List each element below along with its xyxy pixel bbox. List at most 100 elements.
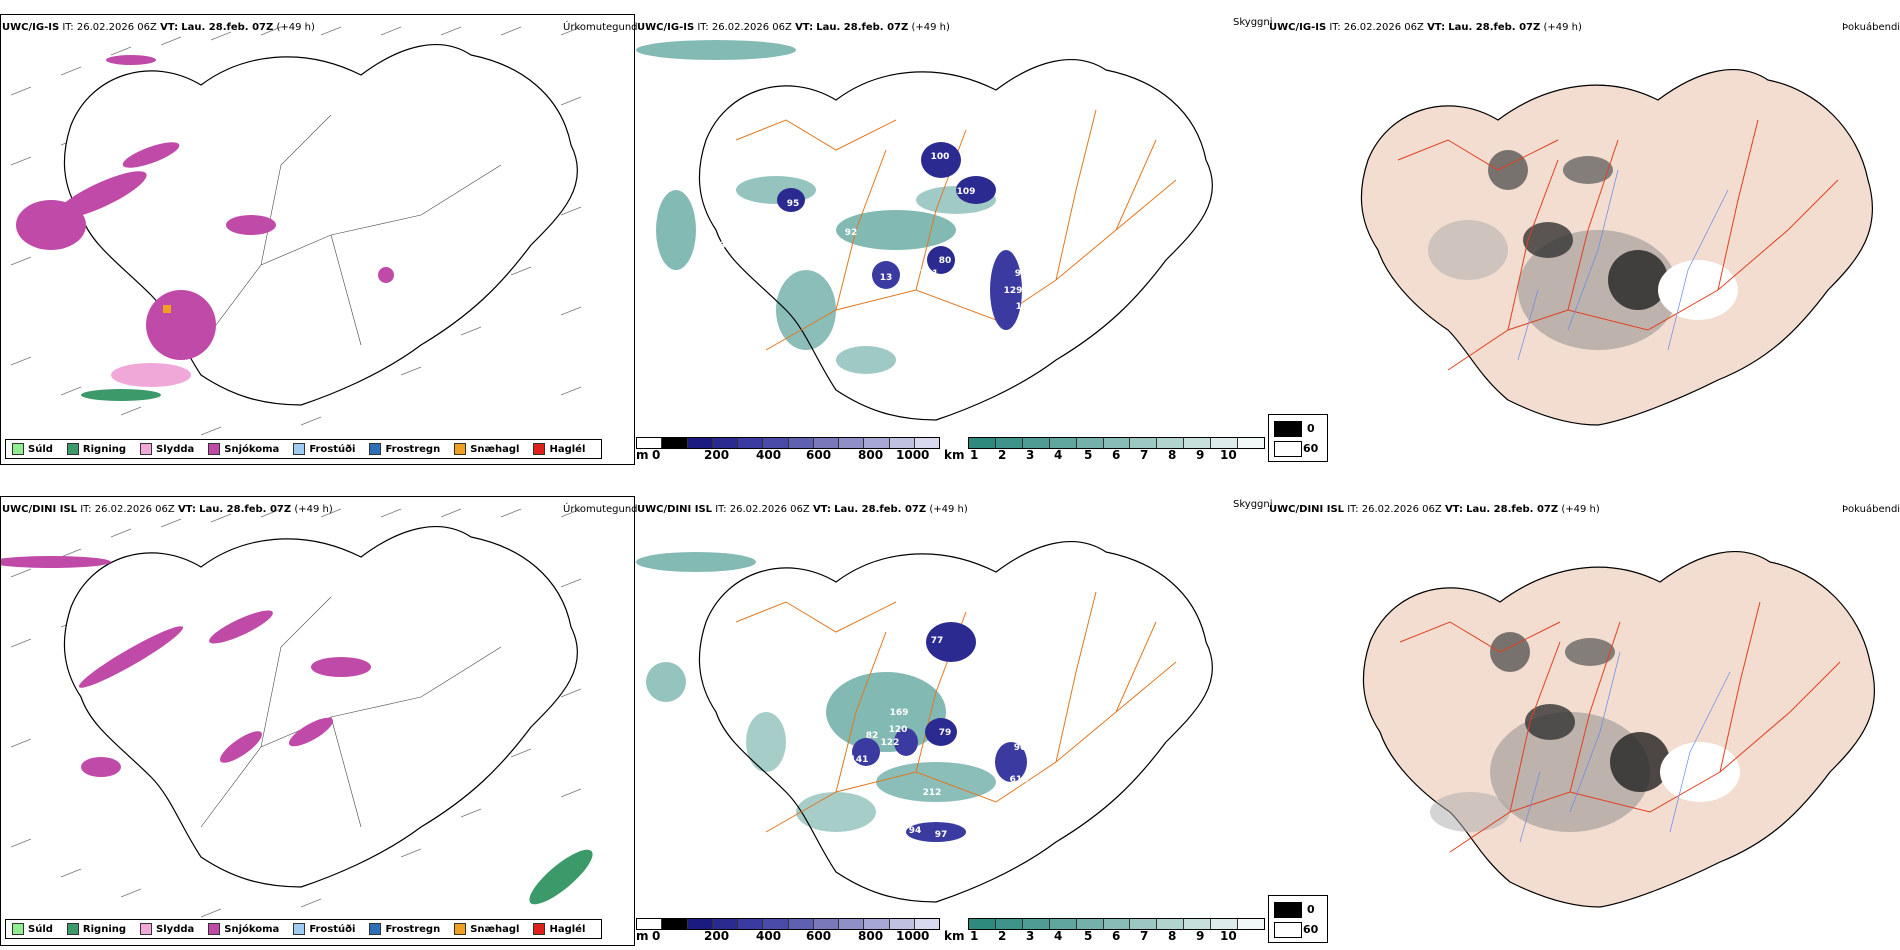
fog-key-swatch-1 [1274,922,1302,938]
title-fog-top: Þokuábendi [1842,22,1900,33]
colorbar-cell [969,438,996,448]
legend-label: Slydda [156,443,195,455]
visibility-areas [636,552,996,832]
ceiling-label: 212 [923,788,942,798]
colorbar-cell [712,919,738,929]
legend-swatch [454,443,467,455]
valid-time: Lau. 28.feb. 07Z [199,504,292,515]
title-cloud-top: Skyggni [1233,17,1273,28]
ceiling-label: 141 [850,755,869,765]
legend-item: Frostúði [293,443,355,455]
colorbar-unit: m [636,448,649,462]
lead-time: (+49 h) [294,504,333,515]
legend-label: Haglél [549,923,586,935]
fog-key-top: 0 60 [1268,414,1328,462]
header-cloud-bottom: UWC/DINI ISL IT: 26.02.2026 06Z VT: Lau.… [637,504,968,515]
iceland-outline [698,59,1214,421]
legend-swatch [369,443,382,455]
legend-label: Frostúði [309,443,356,455]
legend-swatch [140,923,153,935]
colorbar-tick: 600 [806,448,832,462]
title-precip-bottom: Úrkomutegund [563,504,638,515]
precip-map-top-svg [10,26,582,436]
ceiling-label: 100 [931,152,950,162]
fog-key-swatch-0 [1274,902,1302,918]
lead-time: (+49 h) [929,504,968,515]
ceiling-label: 17 [915,656,928,666]
precip-legend-top: Súld Rigning Slydda Snjókoma Frostúði Fr… [5,439,603,459]
fog-key-label-0: 0 [1307,903,1315,916]
colorbar-tick: 1 [970,929,979,943]
colorbar-tick: 6 [1112,448,1121,462]
colorbar-cell [1049,919,1077,929]
colorbar-cell [1238,919,1264,929]
colorbar-cell [1184,438,1212,448]
colorbar-cell [637,438,663,448]
colorbar-tick: 7 [1140,929,1149,943]
colorbar-tick: 5 [1084,448,1093,462]
legend-label: Súld [28,443,53,455]
colorbar-tick: 400 [756,448,782,462]
fog-map-top [1268,30,1900,465]
colorbar-tick: 800 [858,448,884,462]
model-name: UWC/IG-IS [637,22,695,33]
colorbar-cell [1022,919,1050,929]
colorbar-tick: 0 [652,929,661,943]
ceiling-label: 95 [805,199,818,209]
model-name: UWC/IG-IS [2,22,60,33]
legend-label: Súld [28,923,53,935]
colorbar-cell [1022,438,1050,448]
colorbar-cell [637,919,663,929]
legend-item: Slydda [140,443,194,455]
ceiling-label: 82 [866,731,879,741]
ceiling-label: 90 [1014,743,1027,753]
legend-swatch [533,443,546,455]
fog-map-bottom [1330,512,1900,946]
legend-item: Snæhagl [454,443,519,455]
colorbar-tick: 4 [1054,929,1063,943]
ceiling-labels: 100 109 95 92 80 90 129 151 13 101 188 1… [707,152,1035,312]
precip-map-bottom: Súld Rigning Slydda Snjókoma Frostúði Fr… [0,496,635,946]
colorbar-tick: 200 [704,929,730,943]
ceiling-colorbar-labels-top: m 0 200 400 600 800 1000 [636,448,929,462]
legend-item: Snjókoma [208,443,279,455]
colorbar-tick: 200 [704,448,730,462]
colorbar-cell [662,919,688,929]
legend-swatch [293,923,306,935]
legend-label: Slydda [156,923,195,935]
colorbar-tick: 3 [1026,448,1035,462]
model-name: UWC/DINI ISL [637,504,713,515]
colorbar-unit: m [636,929,649,943]
ceiling-blobs [852,622,1027,842]
legend-item: Slydda [140,923,194,935]
colorbar-cell [995,438,1023,448]
model-name: UWC/DINI ISL [2,504,78,515]
legend-label: Frostregn [385,443,441,455]
colorbar-cell [1130,919,1158,929]
model-name: UWC/IG-IS [1269,22,1327,33]
roads [1397,119,1839,371]
cloud-map-top: 100 109 95 92 80 90 129 151 13 101 188 1… [636,30,1266,465]
visibility-colorbar-top [968,437,1265,449]
fog-key-label-1: 60 [1303,442,1319,455]
visibility-colorbar-labels-bottom: km 1 2 3 4 5 6 7 8 9 10 [944,929,1237,943]
fog-key-label-0: 0 [1307,422,1315,435]
fog-key-label-1: 60 [1303,923,1319,936]
colorbar-cell [1130,438,1158,448]
legend-label: Rigning [82,923,127,935]
wind-barbs [10,508,582,918]
colorbar-tick: 800 [858,929,884,943]
valid-time-label: VT: [160,22,179,33]
legend-label: Frostregn [385,923,441,935]
legend-item: Frostregn [369,443,440,455]
header-fog-bottom: UWC/DINI ISL IT: 26.02.2026 06Z VT: Lau.… [1269,504,1600,515]
colorbar-cell [914,438,939,448]
legend-swatch [208,923,221,935]
colorbar-cell [712,438,738,448]
ceiling-colorbar-bottom [636,918,940,930]
cloud-map-top-svg: 100 109 95 92 80 90 129 151 13 101 188 1… [636,40,1214,421]
ceiling-label: 77 [931,636,944,646]
title-fog-bottom: Þokuábendi [1842,504,1900,515]
colorbar-cell [914,919,939,929]
ceiling-label: 109 [957,187,976,197]
